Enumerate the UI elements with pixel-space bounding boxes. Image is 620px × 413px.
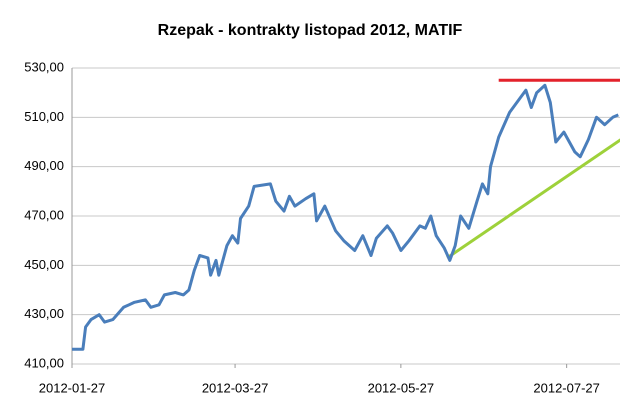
- chart-title: Rzepak - kontrakty listopad 2012, MATIF: [158, 22, 463, 39]
- x-tick-label: 2012-07-27: [533, 380, 600, 395]
- y-tick-label: 490,00: [24, 158, 64, 173]
- y-tick-label: 410,00: [24, 355, 64, 370]
- x-tick-label: 2012-01-27: [39, 380, 106, 395]
- y-tick-label: 450,00: [24, 257, 64, 272]
- x-tick-label: 2012-03-27: [202, 380, 269, 395]
- y-tick-label: 510,00: [24, 109, 64, 124]
- y-tick-label: 530,00: [24, 59, 64, 74]
- y-tick-label: 470,00: [24, 207, 64, 222]
- price-line: [72, 83, 619, 351]
- x-tick-label: 2012-05-27: [368, 380, 435, 395]
- trend-line: [446, 138, 620, 260]
- y-tick-label: 430,00: [24, 306, 64, 321]
